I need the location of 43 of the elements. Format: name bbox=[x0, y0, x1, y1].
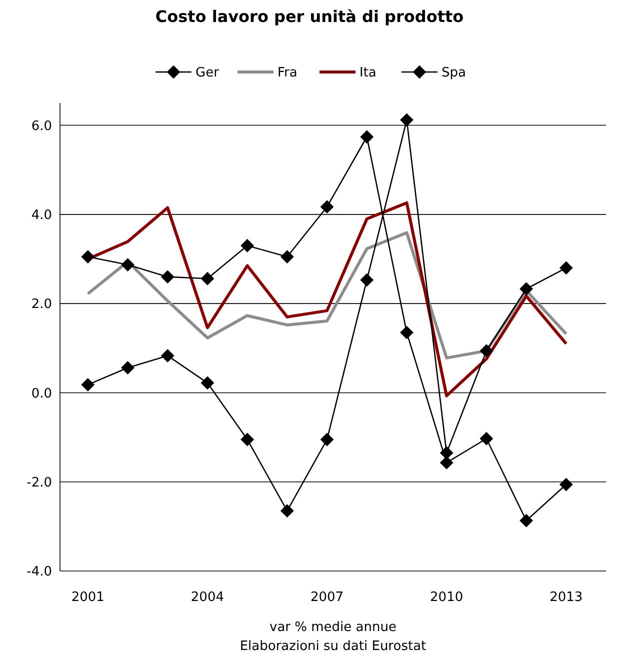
point bbox=[280, 250, 294, 264]
point bbox=[360, 130, 374, 144]
point bbox=[520, 514, 533, 528]
y-tick-label: 2.0 bbox=[31, 297, 52, 312]
point bbox=[240, 239, 254, 252]
point bbox=[81, 250, 94, 264]
point bbox=[560, 478, 573, 492]
x-tick-label: 2004 bbox=[190, 590, 224, 605]
point bbox=[320, 433, 334, 446]
point bbox=[400, 326, 414, 340]
point bbox=[480, 344, 493, 358]
point bbox=[81, 378, 94, 392]
y-tick-label: -2.0 bbox=[26, 475, 52, 490]
point bbox=[360, 273, 374, 286]
point bbox=[121, 258, 134, 272]
point bbox=[200, 376, 214, 390]
point bbox=[400, 113, 414, 126]
x-tick-label: 2007 bbox=[310, 590, 344, 605]
point bbox=[200, 272, 214, 286]
x-axis-title: var % medie annue bbox=[270, 620, 396, 635]
x-tick-label: 2010 bbox=[430, 590, 464, 605]
point bbox=[240, 433, 254, 446]
text: Elaborazioni su dati Eurostat bbox=[240, 639, 426, 654]
point bbox=[320, 200, 334, 214]
legend-label: Ger bbox=[196, 66, 220, 81]
y-tick-label: -4.0 bbox=[26, 564, 52, 580]
x-tick-label: 2001 bbox=[71, 590, 104, 605]
point bbox=[520, 282, 533, 296]
y-tick-label: 6.0 bbox=[31, 118, 52, 134]
point bbox=[560, 261, 573, 274]
x-tick-label: 2013 bbox=[550, 590, 583, 605]
chart-title: Costo lavoro per unità di prodotto bbox=[155, 7, 464, 26]
point bbox=[280, 504, 294, 518]
legend-label: Fra bbox=[278, 66, 298, 81]
y-tick-label: 4.0 bbox=[31, 208, 52, 223]
legend-label: Spa bbox=[442, 66, 466, 81]
point bbox=[480, 432, 493, 446]
point bbox=[121, 361, 134, 374]
point bbox=[161, 270, 174, 284]
y-tick-label: 0.0 bbox=[31, 386, 52, 402]
legend-label: Ita bbox=[360, 66, 376, 81]
point bbox=[161, 349, 174, 362]
point bbox=[440, 456, 454, 470]
